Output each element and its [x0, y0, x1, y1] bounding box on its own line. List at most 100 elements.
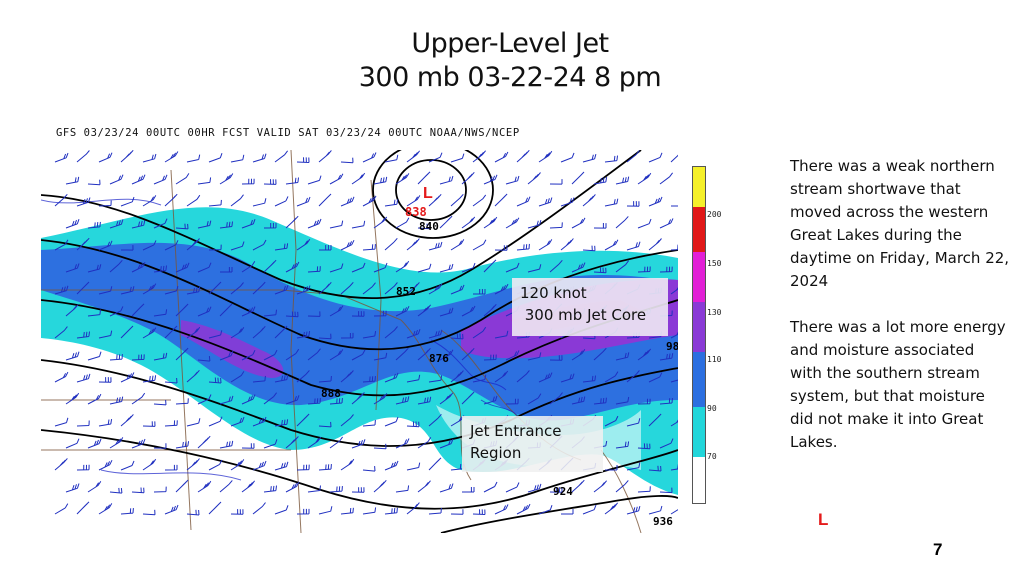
- wind-barb: [428, 152, 443, 163]
- wind-barb: [252, 153, 267, 163]
- wind-barb: [593, 267, 607, 274]
- wind-barb: [659, 172, 673, 185]
- wind-barb: [648, 465, 662, 472]
- wind-barb: [175, 398, 189, 405]
- wind-barb: [175, 262, 190, 273]
- wind-barb: [406, 462, 421, 471]
- wind-barb: [120, 508, 134, 515]
- wind-barb: [153, 265, 167, 273]
- wind-barb: [549, 259, 563, 273]
- wind-barb: [164, 464, 178, 471]
- wind-barb: [406, 195, 421, 207]
- wind-barb: [505, 217, 520, 229]
- wind-barb: [340, 157, 354, 164]
- wind-barb: [274, 505, 289, 515]
- wind-barb: [65, 263, 80, 273]
- wind-barb: [483, 174, 498, 185]
- wind-barb: [241, 480, 255, 493]
- wind-barb: [527, 393, 542, 405]
- wind-barb: [670, 287, 678, 295]
- wind-barb: [428, 241, 443, 251]
- wind-barb: [439, 263, 454, 273]
- wind-barb: [164, 377, 178, 384]
- wind-barb: [220, 267, 233, 273]
- wind-barb: [538, 372, 553, 383]
- wind-barb: [439, 483, 454, 493]
- wind-barb: [549, 487, 563, 493]
- wind-barb: [131, 174, 146, 185]
- wind-barb: [428, 283, 443, 295]
- wind-barb: [373, 310, 387, 317]
- low-center-value: 838: [405, 205, 427, 219]
- wind-barb: [219, 221, 233, 229]
- wind-barb: [285, 311, 299, 318]
- wind-barb: [329, 173, 344, 185]
- wind-barb: [208, 281, 222, 295]
- wind-barb: [626, 505, 641, 515]
- wind-barb: [571, 396, 586, 405]
- wind-barb: [373, 479, 387, 493]
- wind-barb: [186, 458, 200, 471]
- wind-barb: [296, 370, 310, 383]
- wind-barb: [186, 369, 200, 383]
- wind-barb: [395, 347, 409, 361]
- wind-barb: [120, 460, 135, 471]
- contour-label-852: 852: [396, 285, 416, 298]
- wind-barb: [384, 326, 398, 339]
- wind-barb: [582, 194, 596, 207]
- wind-barb: [670, 464, 678, 471]
- wind-barb: [307, 266, 321, 273]
- wind-barb: [76, 150, 90, 163]
- wind-barb: [252, 325, 266, 339]
- wind-barb: [483, 216, 498, 229]
- wind-barb: [516, 150, 530, 163]
- wind-barb: [252, 281, 266, 295]
- shade-110kt: [181, 320, 284, 378]
- wind-barb: [461, 305, 476, 317]
- wind-barb: [175, 479, 189, 493]
- wind-barb: [450, 509, 464, 515]
- wind-barb: [307, 398, 321, 405]
- wind-barb: [197, 262, 212, 273]
- wind-barb: [373, 216, 388, 229]
- wind-barb: [571, 171, 585, 185]
- wind-barb: [472, 239, 487, 251]
- colorbar-tick-90: 90: [707, 404, 717, 413]
- wind-barb: [384, 154, 399, 163]
- wind-barb: [142, 509, 156, 516]
- wind-barb: [54, 326, 68, 339]
- wind-barb: [417, 171, 431, 185]
- wind-barb: [76, 501, 90, 515]
- wind-barb: [670, 419, 678, 427]
- wind-barb: [164, 151, 179, 163]
- wind-barb: [340, 332, 354, 339]
- colorbar-tick-70: 70: [707, 452, 717, 461]
- wind-barb: [230, 416, 245, 427]
- wind-barb: [131, 392, 146, 405]
- wind-barb: [241, 306, 256, 317]
- wind-barb: [285, 481, 300, 493]
- wind-barb: [538, 150, 553, 163]
- wind-barb: [98, 503, 113, 515]
- wind-barb: [406, 421, 420, 428]
- wind-barb: [648, 196, 663, 207]
- wind-barb: [538, 239, 553, 251]
- wind-barb: [65, 438, 80, 449]
- wind-barb: [626, 201, 640, 207]
- wind-barb: [197, 435, 211, 449]
- wind-barb: [373, 393, 388, 405]
- wind-barb: [395, 217, 410, 229]
- jet-core-line1: 120 knot: [520, 284, 587, 302]
- wind-barb: [197, 394, 212, 405]
- wind-barb: [164, 504, 179, 515]
- wind-barb: [153, 399, 167, 406]
- wind-barb: [87, 309, 101, 317]
- wind-barb: [615, 480, 629, 493]
- wind-barb: [186, 418, 201, 427]
- wind-barb: [417, 263, 432, 273]
- wind-barb: [593, 177, 608, 185]
- wind-barb: [274, 461, 289, 471]
- wind-barb: [417, 480, 431, 493]
- slide-title-line2: 300 mb 03-22-24 8 pm: [358, 62, 662, 93]
- wind-barb: [175, 303, 189, 317]
